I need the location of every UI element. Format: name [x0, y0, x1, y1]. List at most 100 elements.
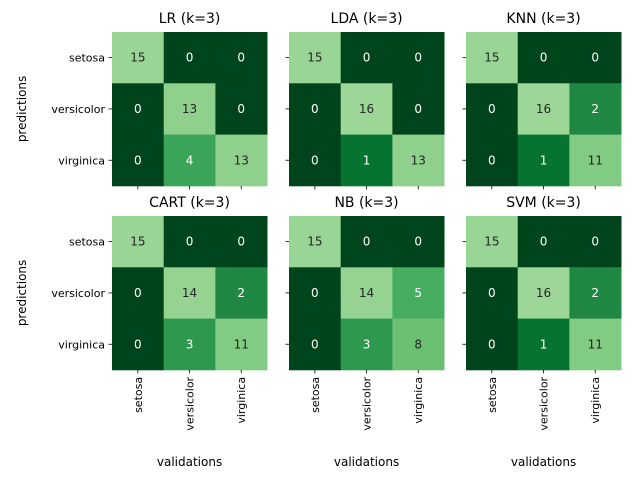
cell-value-label: 0 [311, 286, 319, 300]
x-tick-label: setosa [132, 377, 145, 413]
heatmap-cell [517, 267, 570, 319]
cell-value-label: 15 [130, 51, 145, 65]
cell-value-label: 0 [134, 337, 142, 351]
heatmap-cell [340, 318, 393, 371]
heatmap-cell [466, 134, 519, 187]
heatmap-cell [392, 83, 445, 135]
panel-title: LR (k=3) [159, 11, 221, 27]
x-tick-label: virginica [235, 377, 248, 424]
heatmap-cell [569, 216, 622, 268]
heatmap-cell [163, 318, 216, 371]
x-tick-label: setosa [309, 377, 322, 413]
x-tick-label: versicolor [361, 376, 374, 430]
cell-value-label: 15 [484, 235, 499, 249]
figure-axis-labels: predictions validations predictions validat… [15, 76, 576, 469]
heatmap-cell [466, 318, 519, 371]
heatmap-cell [392, 32, 445, 84]
cell-value-label: 0 [186, 235, 194, 249]
x-tick-label: setosa [486, 377, 499, 413]
cell-value-label: 11 [588, 153, 603, 167]
heatmap-cell [517, 83, 570, 135]
cell-value-label: 0 [134, 153, 142, 167]
heatmap-cell [466, 267, 519, 319]
heatmap-panel-lda: LDA (k=3) 15 0 0 0 16 0 0 1 13 [285, 11, 445, 190]
heatmap-cell [112, 32, 165, 84]
y-tick-label: setosa [69, 236, 105, 249]
y-tick-label: versicolor [51, 103, 105, 116]
heatmap-cell [215, 32, 268, 84]
heatmap-grid: LR (k=3)15 0 00 13 00 4 13setosaversicolorvirg… [51, 11, 622, 431]
cell-value-label: 0 [540, 51, 548, 65]
cell-value-label: 15 [484, 51, 499, 65]
x-axis-label: validations [511, 455, 576, 469]
cell-value-label: 8 [414, 337, 422, 351]
cell-value-label: 0 [488, 337, 496, 351]
heatmap-cell [289, 216, 342, 268]
cell-value-label: 0 [591, 235, 599, 249]
cell-value-label: 0 [414, 102, 422, 116]
cell-value-label: 1 [540, 153, 548, 167]
heatmap-cell [392, 318, 445, 371]
heatmap-cell [466, 32, 519, 84]
heatmap-cell [569, 134, 622, 187]
heatmap-panel-nb: NB (k=3) 15 0 0 0 14 5 0 3 8 setosa versicolor virgi… [285, 195, 445, 431]
cell-value-label: 16 [359, 102, 374, 116]
cell-value-label: 13 [234, 153, 249, 167]
heatmap-cell [340, 83, 393, 135]
heatmap-cell [112, 216, 165, 268]
cell-value-label: 13 [411, 153, 426, 167]
heatmap-cell [569, 318, 622, 371]
cell-value-label: 0 [237, 51, 245, 65]
cell-value-label: 3 [186, 337, 194, 351]
heatmap-cell [215, 216, 268, 268]
panel-title: CART (k=3) [149, 195, 230, 211]
cell-value-label: 11 [234, 337, 249, 351]
panel-title: LDA (k=3) [331, 11, 403, 27]
heatmap-cell [112, 83, 165, 135]
cell-value-label: 0 [134, 102, 142, 116]
heatmap-panel-lr: LR (k=3) 15 0 0 0 13 0 0 4 13 setosa versicolor virg… [51, 11, 268, 190]
heatmap-panel-knn: KNN (k=3)15 0 00 16 20 1 11 [462, 11, 622, 190]
heatmap-cell [163, 267, 216, 319]
cell-value-label: 3 [363, 337, 371, 351]
panel-title: KNN (k=3) [506, 11, 580, 27]
heatmap-cell [517, 216, 570, 268]
panel-title: NB (k=3) [334, 195, 398, 211]
heatmap-cell [163, 32, 216, 84]
heatmap-cell [289, 134, 342, 187]
cell-value-label: 0 [488, 102, 496, 116]
heatmap-cell [466, 216, 519, 268]
cell-value-label: 0 [186, 51, 194, 65]
heatmap-cell [340, 134, 393, 187]
y-axis-label: predictions [15, 260, 29, 326]
cell-value-label: 0 [591, 51, 599, 65]
heatmap-panel-cart: CART (k=3) 15 0 0 0 14 2 0 3 11 setosa versicolor vi… [51, 195, 268, 431]
heatmap-cell [392, 267, 445, 319]
heatmap-cell [289, 32, 342, 84]
cell-value-label: 14 [359, 286, 374, 300]
heatmap-cell [215, 267, 268, 319]
x-tick-label: virginica [412, 377, 425, 424]
cell-value-label: 14 [182, 286, 197, 300]
cell-value-label: 0 [540, 235, 548, 249]
cell-value-label: 0 [311, 102, 319, 116]
heatmap-cell [466, 83, 519, 135]
cell-value-label: 15 [130, 235, 145, 249]
cell-value-label: 15 [307, 51, 322, 65]
heatmap-cell [517, 32, 570, 84]
cell-value-label: 0 [414, 235, 422, 249]
cell-value-label: 1 [540, 337, 548, 351]
heatmap-cell [215, 83, 268, 135]
x-tick-label: versicolor [538, 376, 551, 430]
heatmap-cell [215, 318, 268, 371]
cell-value-label: 5 [414, 286, 422, 300]
heatmap-cell [112, 267, 165, 319]
cell-value-label: 0 [311, 337, 319, 351]
cell-value-label: 0 [311, 153, 319, 167]
panel-title: SVM (k=3) [506, 195, 581, 211]
heatmap-cell [569, 267, 622, 319]
cell-value-label: 15 [307, 235, 322, 249]
y-tick-label: virginica [58, 154, 105, 167]
